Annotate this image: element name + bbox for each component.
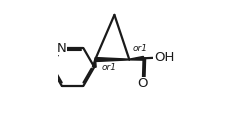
Polygon shape xyxy=(95,58,129,62)
Text: N: N xyxy=(57,42,67,55)
Text: OH: OH xyxy=(154,51,174,64)
Text: or1: or1 xyxy=(132,45,147,53)
Text: or1: or1 xyxy=(102,63,117,72)
Polygon shape xyxy=(92,60,96,67)
Polygon shape xyxy=(129,56,144,60)
Text: O: O xyxy=(138,77,148,90)
